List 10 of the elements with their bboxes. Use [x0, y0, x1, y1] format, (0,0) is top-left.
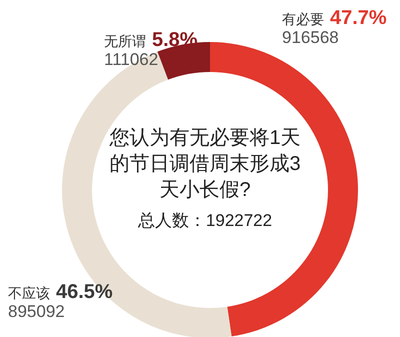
- slice-label: 无所谓: [104, 33, 146, 49]
- slice-label: 有必要: [282, 11, 324, 27]
- text: 46.5%: [56, 281, 113, 303]
- slice-label: 不应该: [8, 285, 50, 301]
- text: 总人数：1922722: [136, 210, 274, 232]
- data-label: 916568: [282, 28, 340, 47]
- data-label: 895092: [8, 302, 66, 321]
- text: 47.7%: [330, 7, 387, 29]
- data-label: 111062: [104, 50, 160, 69]
- text: 您认为有无必要将1天的节日调借周末形成3天小长假?: [108, 126, 302, 203]
